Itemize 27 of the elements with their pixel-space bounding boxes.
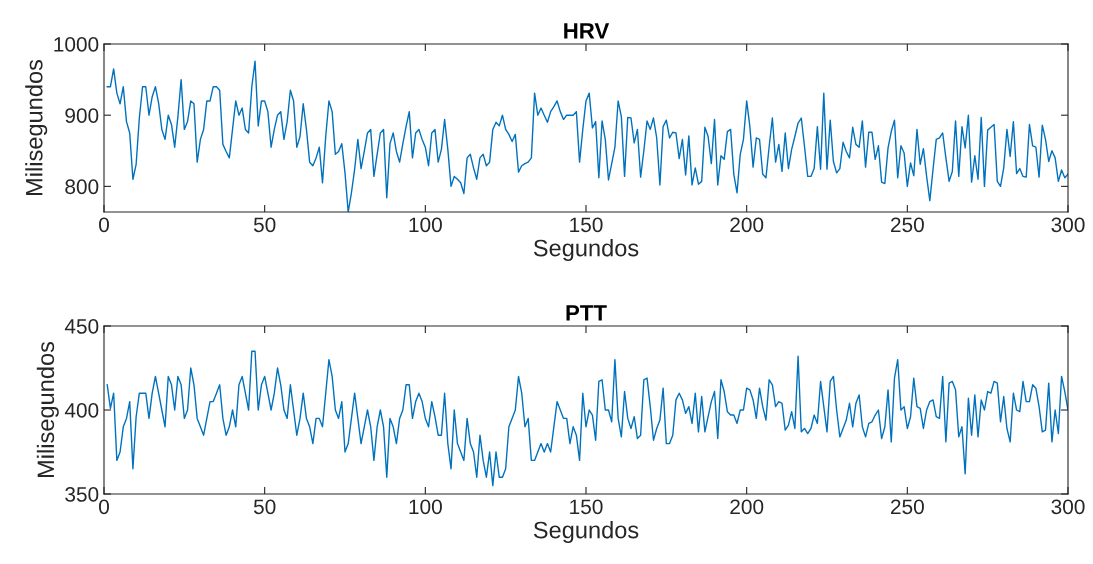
- x-tick-label: 150: [570, 499, 603, 515]
- x-tick-label: 0: [99, 217, 109, 233]
- x-tick-label: 250: [891, 499, 924, 515]
- x-tick-label: 300: [1051, 499, 1085, 515]
- x-tick-label: 100: [409, 217, 442, 233]
- y-axis-title: Milisegundos: [25, 59, 48, 195]
- line-series: [106, 350, 1068, 487]
- x-axis-title: Segundos: [533, 521, 639, 544]
- x-tick-label: 200: [730, 499, 764, 515]
- x-tick-label: 150: [570, 217, 603, 233]
- x-tick-label: 200: [730, 217, 764, 233]
- x-tick-label: 0: [99, 499, 109, 515]
- y-tick-label: 900: [65, 108, 99, 123]
- x-tick-label: 300: [1051, 217, 1085, 233]
- y-tick-label: 1000: [54, 37, 99, 52]
- chart-title: PTT: [566, 305, 607, 321]
- chart-title: HRV: [564, 23, 610, 39]
- x-tick-label: 100: [409, 499, 442, 515]
- y-tick-label: 350: [65, 487, 99, 502]
- x-axis-title: Segundos: [533, 239, 639, 262]
- y-tick-label: 400: [64, 403, 99, 418]
- x-tick-label: 50: [253, 217, 276, 233]
- x-tick-label: 50: [253, 499, 276, 515]
- y-tick-label: 450: [64, 319, 99, 334]
- y-tick-label: 800: [65, 179, 99, 195]
- y-axis-title: Milisegundos: [36, 341, 59, 477]
- x-tick-label: 250: [891, 217, 924, 233]
